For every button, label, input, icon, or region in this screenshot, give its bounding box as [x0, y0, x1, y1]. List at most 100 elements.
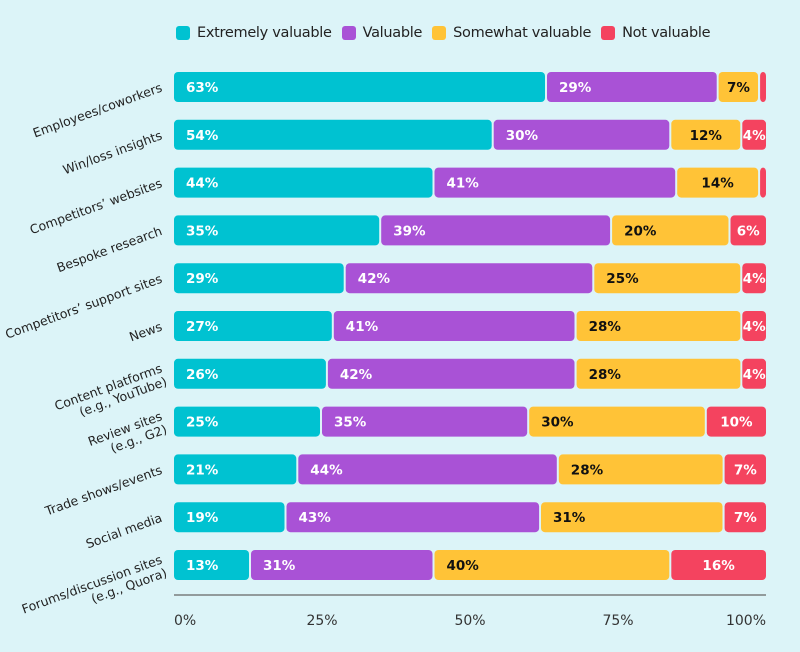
legend-swatch [176, 26, 190, 40]
x-tick-label: 75% [602, 613, 633, 629]
category-label-line: News [127, 319, 164, 345]
bar-segment [730, 215, 766, 246]
bar-segment [760, 72, 766, 102]
bar-segment [322, 406, 528, 437]
bar-segment [174, 72, 545, 102]
bar-segment [434, 167, 676, 198]
category-label: Bespoke research [55, 223, 164, 275]
data-label: 43% [299, 510, 332, 526]
bar-segment [718, 72, 758, 102]
x-tick-label: 25% [306, 613, 337, 629]
category-label: Social media [84, 510, 164, 551]
legend: Extremely valuable Valuable Somewhat valua… [176, 22, 711, 44]
category-label-line: Employees/coworkers [31, 80, 164, 141]
data-label: 25% [186, 415, 219, 431]
data-label: 25% [606, 271, 639, 287]
bar-segment [706, 406, 766, 437]
data-label: 41% [447, 176, 480, 192]
x-tick-label: 100% [726, 613, 766, 629]
data-label: 12% [690, 128, 723, 144]
bar-segment [251, 550, 433, 580]
bar-segment [333, 311, 575, 341]
bar-segment [174, 502, 285, 533]
legend-item: Not valuable [601, 25, 711, 41]
bar-segment [174, 406, 320, 437]
data-label: 39% [393, 223, 426, 239]
bar-segment [174, 215, 380, 246]
bar-segment [298, 454, 557, 485]
data-label: 4% [743, 319, 766, 335]
bar-segment [612, 215, 729, 246]
legend-label: Valuable [362, 25, 423, 41]
bar-segment [742, 119, 766, 150]
bar-segment [576, 311, 741, 341]
data-label: 4% [743, 128, 766, 144]
category-label: Forums/discussion sites(e.g., Quora) [20, 552, 169, 630]
data-label: 21% [186, 462, 219, 478]
bar-segment [594, 263, 741, 294]
data-label: 30% [506, 128, 539, 144]
category-label-line: Bespoke research [55, 223, 164, 275]
legend-label: Not valuable [622, 25, 711, 41]
bar-segment [286, 502, 540, 533]
legend-item: Valuable [341, 25, 423, 41]
data-label: 6% [737, 223, 760, 239]
bar-segment [742, 358, 766, 389]
data-label: 7% [727, 80, 750, 96]
data-label: 28% [589, 367, 622, 383]
bar-segment [724, 454, 766, 485]
data-label: 10% [720, 415, 753, 431]
bar-segment [345, 263, 593, 294]
category-label: Win/loss insights [61, 128, 164, 178]
data-label: 19% [186, 510, 219, 526]
bar-segment [174, 311, 332, 341]
legend-swatch [601, 26, 616, 40]
legend-label: Extremely valuable [197, 25, 332, 41]
data-label: 30% [541, 415, 574, 431]
data-label: 31% [553, 510, 586, 526]
bar-segment [174, 550, 249, 580]
data-label: 44% [186, 176, 219, 192]
x-tick-label: 0% [174, 613, 196, 629]
bar-segment [381, 215, 611, 246]
legend-swatch [341, 26, 356, 40]
bar-segment [493, 119, 670, 150]
data-label: 35% [186, 223, 219, 239]
bar-segment [547, 72, 717, 102]
data-label: 7% [734, 510, 757, 526]
data-label: 40% [447, 558, 480, 574]
bar-segment [541, 502, 723, 533]
category-label-line: Trade shows/events [42, 462, 164, 519]
bar-segment [724, 502, 766, 533]
data-label: 16% [702, 558, 735, 574]
legend-label: Somewhat valuable [453, 25, 592, 41]
data-label: 54% [186, 128, 219, 144]
category-label-line: Win/loss insights [61, 128, 164, 178]
category-label: News [127, 319, 164, 345]
data-label: 26% [186, 367, 219, 383]
bar-segment [174, 358, 326, 389]
data-label: 14% [701, 176, 734, 192]
data-label: 44% [310, 462, 343, 478]
data-label: 29% [559, 80, 592, 96]
bar-segment [529, 406, 705, 437]
category-label: Employees/coworkers [31, 80, 164, 141]
data-label: 4% [743, 271, 766, 287]
bar-segment [671, 550, 766, 580]
data-label: 42% [358, 271, 391, 287]
category-label: Trade shows/events [42, 462, 164, 519]
data-label: 7% [734, 462, 757, 478]
bar-segment [174, 119, 492, 150]
x-tick-label: 50% [454, 613, 485, 629]
bar-segment [742, 263, 766, 294]
bar-segment [576, 358, 741, 389]
data-label: 35% [334, 415, 367, 431]
legend-item: Somewhat valuable [432, 25, 591, 41]
data-label: 31% [263, 558, 296, 574]
legend-item: Extremely valuable [176, 25, 332, 41]
data-label: 4% [743, 367, 766, 383]
bar-segment [742, 311, 766, 341]
bar-segment [174, 167, 433, 198]
data-label: 28% [589, 319, 622, 335]
bar-segment [558, 454, 723, 485]
